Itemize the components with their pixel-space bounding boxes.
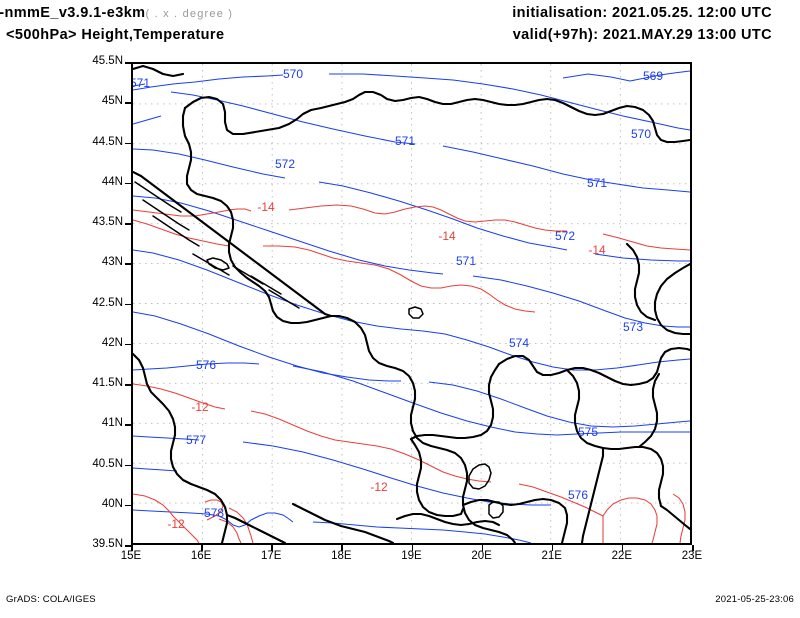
x-tick-label: 18E — [331, 550, 352, 562]
y-tick-mark — [125, 343, 131, 346]
y-tick-label: 42.5N — [92, 296, 123, 309]
y-tick-mark — [125, 182, 131, 185]
y-tick-mark — [125, 142, 131, 144]
x-tick-label: 19E — [401, 550, 422, 562]
y-tick-label: 44N — [101, 175, 123, 188]
temperature-contour-label: -14 — [438, 229, 456, 243]
height-contour-label: 578 — [204, 506, 224, 520]
y-tick-mark — [125, 545, 131, 547]
height-contour-label: 571 — [587, 176, 607, 190]
model-title: f-nmmE_v3.9.1-e3km( . x . degree ) — [0, 5, 233, 21]
initialisation-time: initialisation: 2021.05.25. 12:00 UTC — [512, 5, 772, 21]
height-contour-label: 577 — [186, 433, 206, 447]
x-tick-mark — [131, 545, 133, 551]
y-tick-mark — [125, 263, 131, 265]
footer-timestamp: 2021-05-25-23:06 — [715, 594, 794, 605]
coastlines-borders — [133, 64, 690, 543]
x-tick-mark — [551, 545, 554, 551]
x-tick-mark — [481, 545, 484, 551]
temperature-contour-label: -12 — [191, 400, 209, 414]
y-tick-label: 41.5N — [92, 377, 123, 389]
y-tick-label: 43.5N — [92, 216, 123, 228]
x-tick-mark — [201, 545, 203, 551]
height-contour-label: 572 — [275, 157, 295, 171]
height-contour-label: 576 — [568, 488, 588, 502]
x-tick-mark — [341, 545, 343, 551]
x-tick-label: 21E — [541, 550, 562, 562]
x-tick-label: 16E — [190, 550, 212, 562]
temperature-contour-label: -14 — [588, 243, 606, 257]
y-tick-label: 40.5N — [92, 457, 123, 470]
x-tick-mark — [411, 545, 413, 551]
y-tick-label: 42N — [101, 336, 123, 349]
model-name: f-nmmE_v3.9.1-e3km — [0, 5, 146, 21]
y-tick-label: 39.5N — [92, 538, 123, 550]
x-tick-label: 17E — [261, 550, 282, 562]
contour-map-plot: 569 570 570 571 571 571 572 572 571 573 574 576 575 5… — [131, 62, 692, 545]
height-contour-label: 569 — [643, 69, 663, 83]
map-canvas: 569 570 570 571 571 571 572 572 571 573 574 576 575 5… — [133, 64, 690, 543]
x-tick-mark — [271, 545, 273, 551]
x-tick-label: 20E — [471, 550, 492, 562]
y-tick-mark — [125, 303, 131, 305]
x-tick-label: 22E — [611, 550, 633, 562]
height-contour-label: 573 — [623, 320, 643, 334]
x-tick-label: 23E — [681, 550, 703, 562]
temperature-contour-label: -12 — [167, 517, 185, 531]
height-contour-label: 571 — [456, 254, 476, 268]
y-tick-label: 45N — [101, 95, 123, 108]
height-contour-label: 574 — [509, 336, 529, 350]
height-contour-label: 575 — [578, 425, 598, 439]
plot-inner: 569 570 570 571 571 571 572 572 571 573 574 576 575 5… — [133, 64, 690, 543]
y-tick-mark — [125, 223, 131, 225]
footer-credit: GrADS: COLA/IGES — [6, 594, 96, 605]
height-contour-label: 570 — [631, 127, 651, 141]
model-units: ( . x . degree ) — [145, 8, 234, 20]
valid-time: valid(+97h): 2021.MAY.29 13:00 UTC — [512, 27, 772, 43]
y-tick-label: 43N — [101, 256, 123, 269]
height-contour-label: 576 — [196, 358, 216, 372]
y-tick-label: 45.5N — [92, 55, 123, 67]
x-tick-mark — [621, 545, 624, 551]
y-tick-mark — [125, 464, 131, 466]
y-tick-mark — [125, 102, 131, 104]
y-tick-label: 44.5N — [92, 135, 123, 148]
y-tick-label: 41N — [101, 417, 123, 430]
height-contour-label: 572 — [555, 229, 575, 243]
height-contours — [133, 70, 690, 543]
temperature-contour-label: -14 — [257, 200, 275, 214]
height-contour-label: 570 — [283, 67, 303, 81]
x-tick-mark — [692, 545, 694, 551]
level-fields-title: <500hPa> Height,Temperature — [6, 27, 225, 43]
height-contour-label: 571 — [395, 134, 415, 148]
y-tick-mark — [125, 424, 131, 426]
y-tick-mark — [125, 384, 131, 386]
y-tick-mark — [125, 62, 131, 64]
y-tick-label: 40N — [101, 497, 123, 510]
y-tick-mark — [125, 504, 131, 507]
temperature-contour-label: -12 — [370, 480, 388, 494]
height-contour-label: 571 — [133, 76, 150, 90]
x-tick-label: 15E — [120, 550, 142, 562]
contour-labels: 569 570 570 571 571 571 572 572 571 573 574 576 575 5… — [133, 67, 663, 531]
